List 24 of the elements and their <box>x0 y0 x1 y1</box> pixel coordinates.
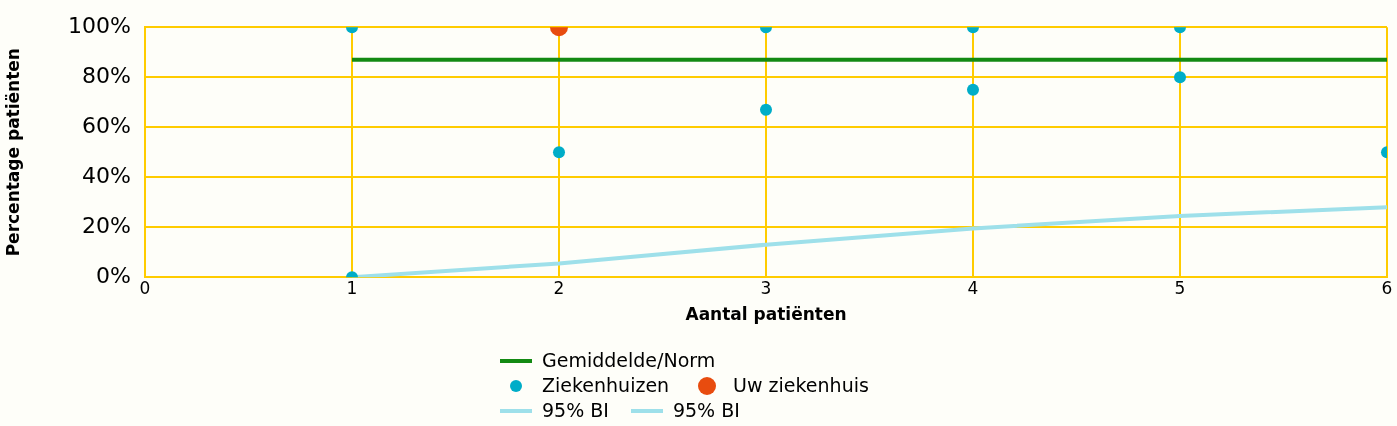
x-tick-label: 0 <box>139 277 151 298</box>
point <box>760 103 772 116</box>
x-tick-label: 1 <box>346 277 358 298</box>
x-axis-title: Aantal patiënten <box>685 304 847 325</box>
legend-label: 95% BI <box>672 398 740 423</box>
y-axis-title: Percentage patiënten <box>2 48 23 257</box>
x-tick-label: 4 <box>967 277 979 298</box>
point <box>1174 71 1186 84</box>
x-tick-label: 5 <box>1174 277 1186 298</box>
y-tick-label: 40% <box>82 162 131 188</box>
x-tick-label: 6 <box>1381 277 1393 298</box>
legend-label: Ziekenhuizen <box>542 373 670 398</box>
point <box>553 146 565 159</box>
point <box>967 83 979 96</box>
y-tick-label: 0% <box>96 262 131 288</box>
legend-label: 95% BI <box>542 398 609 423</box>
legend-label: Uw ziekenhuis <box>733 373 869 398</box>
legend-label: Gemiddelde/Norm <box>542 348 716 373</box>
y-tick-label: 20% <box>82 212 131 238</box>
y-tick-label: 80% <box>82 62 131 88</box>
y-tick-label: 100% <box>68 12 131 38</box>
x-tick-label: 2 <box>553 277 565 298</box>
x-tick-label: 3 <box>760 277 772 298</box>
y-tick-label: 60% <box>82 112 131 138</box>
